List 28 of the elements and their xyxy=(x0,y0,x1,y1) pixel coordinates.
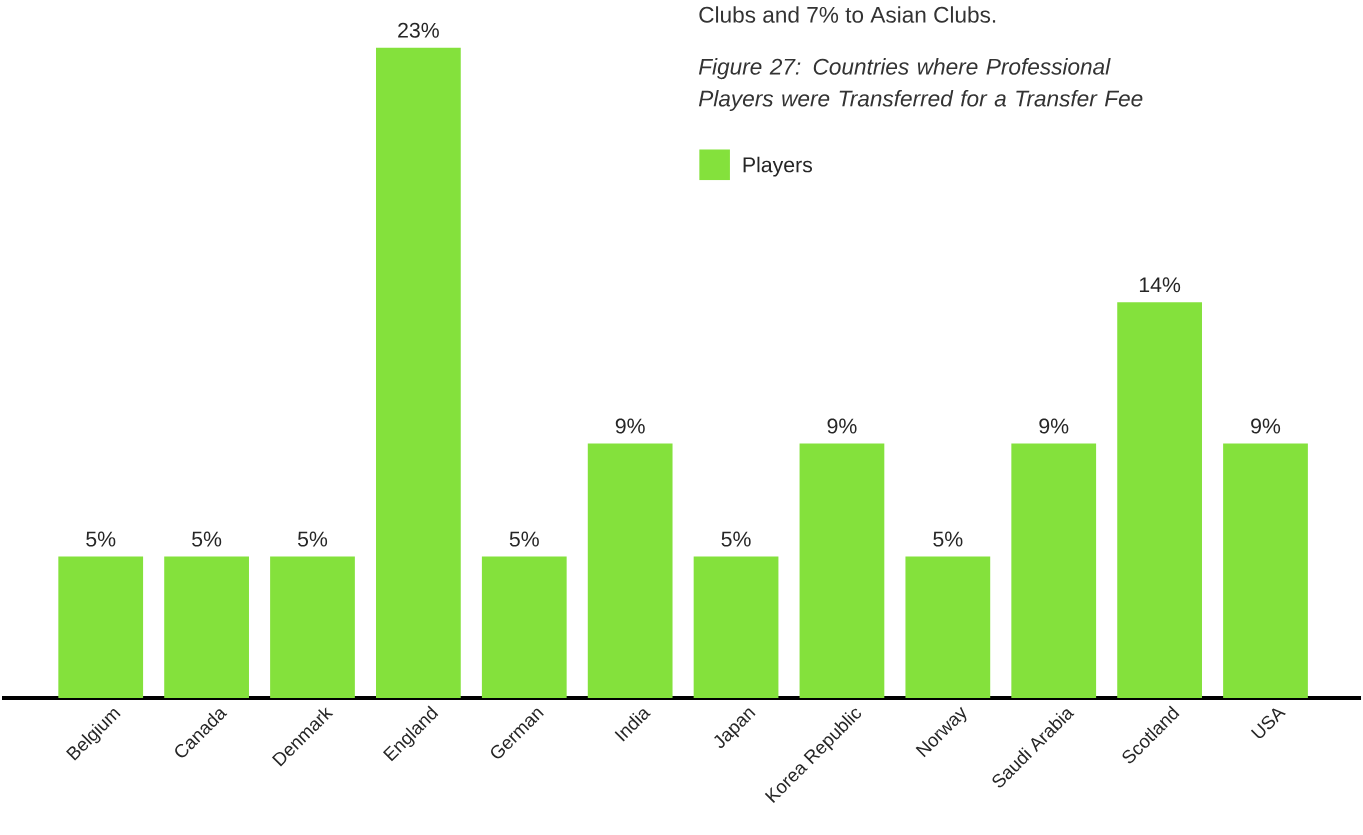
bar xyxy=(799,443,885,699)
bar xyxy=(1011,443,1097,699)
bar xyxy=(376,47,461,699)
bar xyxy=(905,556,991,699)
data-label: 5% xyxy=(86,531,116,547)
data-label: 5% xyxy=(933,531,963,547)
data-label: 9% xyxy=(1039,418,1069,434)
x-tick-label: USA xyxy=(1250,708,1286,739)
data-label: 5% xyxy=(509,531,539,547)
data-label: 14% xyxy=(1139,277,1181,293)
bar xyxy=(587,443,673,699)
data-label: 23% xyxy=(398,22,439,38)
bar xyxy=(481,556,567,699)
data-label: 5% xyxy=(721,531,751,547)
legend-label: Players xyxy=(743,156,813,177)
bar xyxy=(1223,443,1308,699)
data-label: 9% xyxy=(1251,418,1281,434)
bar xyxy=(1117,302,1202,699)
text: Clubs and 7% to Asian Clubs. xyxy=(699,6,996,24)
data-label: 9% xyxy=(615,418,645,434)
text: Figure 27: Countries where Professional Players were Transferred for a Transfer Fee xyxy=(698,58,1143,112)
bar xyxy=(58,556,144,699)
data-label: 5% xyxy=(297,531,328,547)
bar xyxy=(164,556,249,699)
data-label: 9% xyxy=(827,418,857,434)
data-label: 5% xyxy=(192,531,222,547)
bar xyxy=(270,556,355,699)
bar xyxy=(693,556,779,699)
